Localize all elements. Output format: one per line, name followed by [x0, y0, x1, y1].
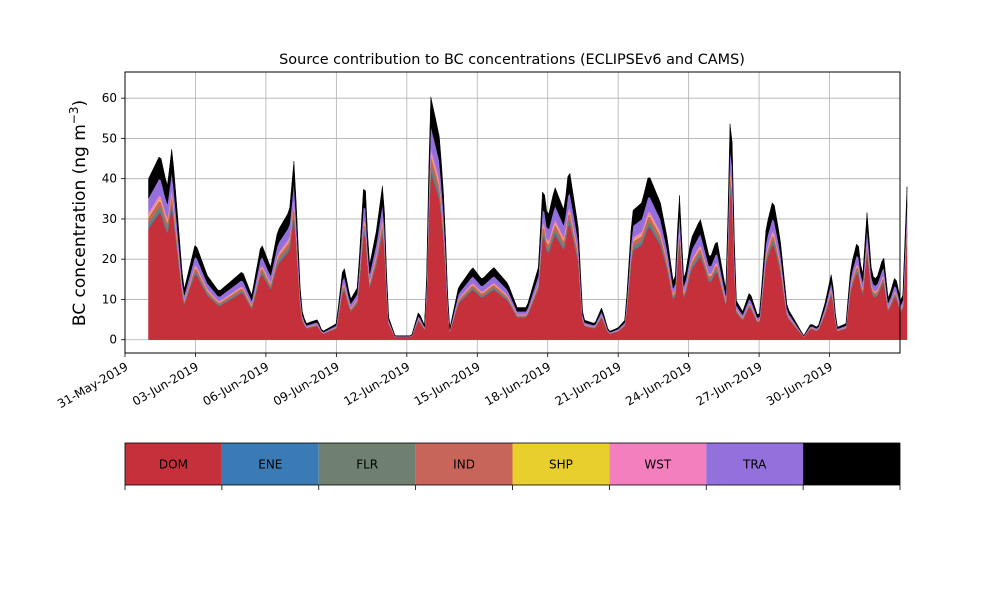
x-tick-label: 31-May-2019: [55, 359, 130, 411]
legend-label-ind: IND: [453, 458, 475, 472]
x-tick-label: 09-Jun-2019: [271, 359, 342, 408]
x-tick-label: 24-Jun-2019: [623, 359, 694, 408]
y-axis-label-superscript: −3: [67, 106, 81, 124]
legend-label-wst: WST: [644, 458, 671, 472]
y-tick-label: 30: [102, 212, 117, 226]
legend-colorbar: DOM ENE FLR IND SHP WST TRA BB: [124, 442, 901, 490]
y-tick-label: 10: [102, 292, 117, 306]
plot-frame: [124, 71, 901, 354]
legend-label-shp: SHP: [549, 458, 573, 472]
x-tick-label: 06-Jun-2019: [200, 359, 271, 408]
chart-title: Source contribution to BC concentrations…: [279, 52, 745, 68]
y-tick-label: 0: [109, 333, 117, 347]
y-axis: 0 10 20 30 40 50 60: [102, 91, 125, 347]
y-tick-label: 50: [102, 131, 117, 145]
legend-label-tra: TRA: [742, 458, 767, 472]
stacked-areas: [148, 96, 908, 340]
x-tick-label: 30-Jun-2019: [764, 359, 835, 408]
y-axis-label-close: ): [70, 100, 90, 107]
legend-swatch-shp: [512, 443, 610, 485]
x-tick-label: 18-Jun-2019: [482, 359, 553, 408]
y-axis-label: BC concentration (ng m−3): [67, 100, 90, 326]
legend-label-dom: DOM: [159, 458, 188, 472]
legend-swatch-flr: [318, 443, 416, 485]
legend-swatch-bb: [803, 443, 900, 485]
area-bb: [148, 96, 908, 337]
x-tick-label: 12-Jun-2019: [341, 359, 412, 408]
legend-label-bb: BB: [843, 458, 859, 472]
legend-swatch-dom: [125, 443, 222, 485]
x-tick-label: 27-Jun-2019: [694, 359, 765, 408]
x-tick-label: 03-Jun-2019: [130, 359, 201, 408]
x-tick-label: 21-Jun-2019: [553, 359, 624, 408]
x-tick-label: 15-Jun-2019: [412, 359, 483, 408]
y-axis-label-main: BC concentration (ng m: [70, 124, 90, 326]
legend-swatch-ene: [221, 443, 319, 485]
legend-label-ene: ENE: [258, 458, 282, 472]
plot-area: 0 10 20 30 40 50 60 31-May-2019 03-Jun-2019 06-J…: [55, 71, 908, 411]
legend-swatch-tra: [706, 443, 804, 485]
legend-swatch-wst: [609, 443, 707, 485]
y-tick-label: 60: [102, 91, 117, 105]
x-axis: 31-May-2019 03-Jun-2019 06-Jun-2019 09-Jun-…: [55, 353, 835, 411]
legend-label-flr: FLR: [356, 458, 378, 472]
y-tick-label: 20: [102, 252, 117, 266]
legend-swatch-ind: [415, 443, 513, 485]
y-tick-label: 40: [102, 172, 117, 186]
